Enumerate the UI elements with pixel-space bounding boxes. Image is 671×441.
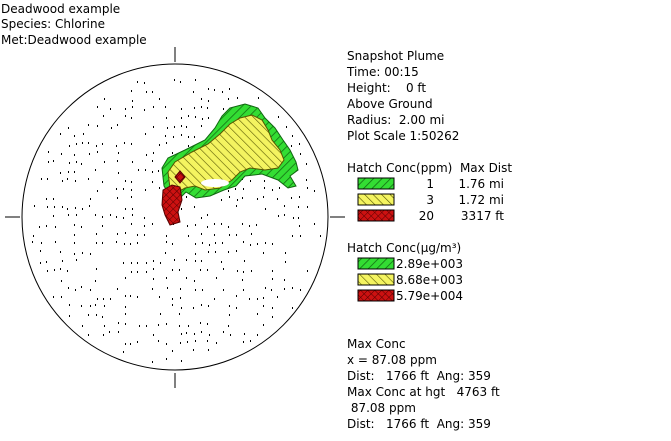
header-line: Species: Chlorine	[1, 17, 105, 31]
info-line: Plot Scale 1:50262	[347, 129, 460, 143]
legend-dist: 1.76 mi	[458, 177, 504, 191]
header-line: Met:Deadwood example	[1, 33, 147, 47]
legend-dist: 1.72 mi	[458, 193, 504, 207]
max-conc-line: Max Conc at hgt 4763 ft	[347, 385, 500, 399]
max-conc-line: Max Conc	[347, 337, 406, 351]
info-title: Snapshot Plume	[347, 49, 445, 63]
plume-20ppm-spot	[174, 170, 186, 184]
radius-circle	[21, 63, 329, 371]
info-line: Height: 0 ft	[347, 81, 427, 95]
info-line: Above Ground	[347, 97, 433, 111]
max-conc-line: 87.08 ppm	[347, 401, 416, 415]
legend-title: Hatch Conc(ppm) Max Dist	[347, 161, 513, 175]
plume-20ppm	[161, 184, 183, 226]
info-line: Time: 00:15	[347, 65, 419, 79]
max-conc-line: x = 87.08 ppm	[347, 353, 437, 367]
info-line: Radius: 2.00 mi	[347, 113, 445, 127]
header-line: Deadwood example	[1, 2, 121, 16]
legend-dist: 3317 ft	[460, 209, 504, 223]
legend-conc: 8.68e+003	[396, 273, 464, 287]
legend-conc: 2.89e+003	[396, 257, 464, 271]
compass-ticks	[5, 47, 345, 388]
legend-swatches	[357, 177, 395, 302]
plume-hole	[201, 179, 229, 187]
legend-conc: 1	[426, 177, 434, 191]
max-conc-line: Dist: 1766 ft Ang: 359	[347, 369, 491, 383]
legend-conc: 20	[418, 209, 434, 223]
plume-3ppm	[167, 114, 285, 193]
legend-title: Hatch Conc(µg/m³)	[347, 241, 462, 255]
max-conc-line: Dist: 1766 ft Ang: 359	[347, 417, 491, 431]
legend-conc: 3	[426, 193, 434, 207]
legend-conc: 5.79e+004	[396, 289, 464, 303]
